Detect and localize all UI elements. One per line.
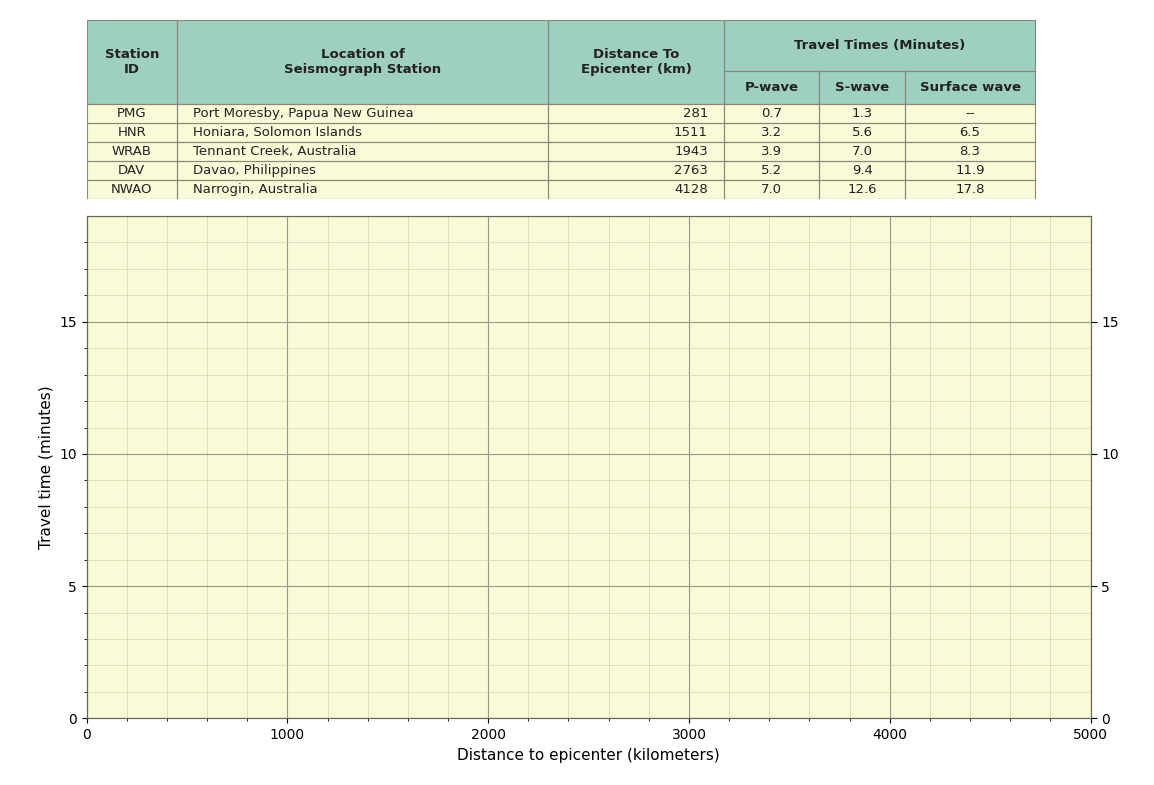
FancyBboxPatch shape — [905, 123, 1035, 142]
FancyBboxPatch shape — [87, 20, 177, 104]
Text: Port Moresby, Papua New Guinea: Port Moresby, Papua New Guinea — [193, 107, 413, 120]
Text: 4128: 4128 — [674, 183, 709, 196]
FancyBboxPatch shape — [87, 180, 177, 199]
FancyBboxPatch shape — [87, 123, 177, 142]
Text: Station
ID: Station ID — [105, 48, 159, 76]
FancyBboxPatch shape — [548, 104, 724, 123]
FancyBboxPatch shape — [177, 142, 548, 161]
FancyBboxPatch shape — [819, 161, 905, 180]
FancyBboxPatch shape — [548, 20, 724, 104]
Text: 5.6: 5.6 — [852, 126, 872, 139]
Text: Davao, Philippines: Davao, Philippines — [193, 164, 316, 177]
FancyBboxPatch shape — [724, 123, 819, 142]
FancyBboxPatch shape — [87, 104, 177, 123]
Text: HNR: HNR — [118, 126, 147, 139]
FancyBboxPatch shape — [177, 123, 548, 142]
FancyBboxPatch shape — [548, 123, 724, 142]
FancyBboxPatch shape — [724, 20, 1035, 71]
FancyBboxPatch shape — [177, 104, 548, 123]
FancyBboxPatch shape — [724, 71, 819, 104]
Text: 2763: 2763 — [674, 164, 709, 177]
Text: 17.8: 17.8 — [956, 183, 984, 196]
FancyBboxPatch shape — [724, 104, 819, 123]
FancyBboxPatch shape — [905, 180, 1035, 199]
FancyBboxPatch shape — [905, 71, 1035, 104]
FancyBboxPatch shape — [724, 180, 819, 199]
Text: Location of
Seismograph Station: Location of Seismograph Station — [284, 48, 441, 76]
Text: 8.3: 8.3 — [960, 145, 981, 158]
Text: 1.3: 1.3 — [852, 107, 872, 120]
Text: 7.0: 7.0 — [852, 145, 872, 158]
Text: 6.5: 6.5 — [960, 126, 981, 139]
Text: 0.7: 0.7 — [762, 107, 782, 120]
Text: 3.2: 3.2 — [762, 126, 782, 139]
Text: 11.9: 11.9 — [956, 164, 984, 177]
FancyBboxPatch shape — [177, 180, 548, 199]
Text: 281: 281 — [683, 107, 709, 120]
FancyBboxPatch shape — [819, 180, 905, 199]
FancyBboxPatch shape — [87, 161, 177, 180]
Text: Distance To
Epicenter (km): Distance To Epicenter (km) — [580, 48, 691, 76]
Text: 1511: 1511 — [674, 126, 709, 139]
Text: P-wave: P-wave — [744, 81, 799, 94]
Text: Surface wave: Surface wave — [920, 81, 1020, 94]
FancyBboxPatch shape — [819, 142, 905, 161]
FancyBboxPatch shape — [548, 142, 724, 161]
FancyBboxPatch shape — [819, 71, 905, 104]
Text: PMG: PMG — [117, 107, 147, 120]
Text: DAV: DAV — [118, 164, 145, 177]
Text: --: -- — [965, 107, 975, 120]
FancyBboxPatch shape — [724, 142, 819, 161]
FancyBboxPatch shape — [905, 142, 1035, 161]
FancyBboxPatch shape — [548, 180, 724, 199]
Text: Tennant Creek, Australia: Tennant Creek, Australia — [193, 145, 357, 158]
Text: 5.2: 5.2 — [762, 164, 782, 177]
X-axis label: Distance to epicenter (kilometers): Distance to epicenter (kilometers) — [457, 747, 720, 762]
FancyBboxPatch shape — [819, 123, 905, 142]
FancyBboxPatch shape — [87, 142, 177, 161]
Text: Honiara, Solomon Islands: Honiara, Solomon Islands — [193, 126, 362, 139]
Text: NWAO: NWAO — [111, 183, 152, 196]
Text: 3.9: 3.9 — [762, 145, 782, 158]
Text: S-wave: S-wave — [835, 81, 890, 94]
FancyBboxPatch shape — [177, 20, 548, 104]
Text: Narrogin, Australia: Narrogin, Australia — [193, 183, 317, 196]
Text: 1943: 1943 — [674, 145, 709, 158]
Text: 7.0: 7.0 — [762, 183, 782, 196]
Text: Travel Times (Minutes): Travel Times (Minutes) — [794, 38, 965, 52]
FancyBboxPatch shape — [819, 104, 905, 123]
FancyBboxPatch shape — [724, 161, 819, 180]
FancyBboxPatch shape — [905, 104, 1035, 123]
Text: 12.6: 12.6 — [847, 183, 877, 196]
FancyBboxPatch shape — [548, 161, 724, 180]
Text: WRAB: WRAB — [112, 145, 151, 158]
Text: 9.4: 9.4 — [852, 164, 872, 177]
FancyBboxPatch shape — [905, 161, 1035, 180]
Y-axis label: Travel time (minutes): Travel time (minutes) — [38, 385, 53, 549]
FancyBboxPatch shape — [177, 161, 548, 180]
